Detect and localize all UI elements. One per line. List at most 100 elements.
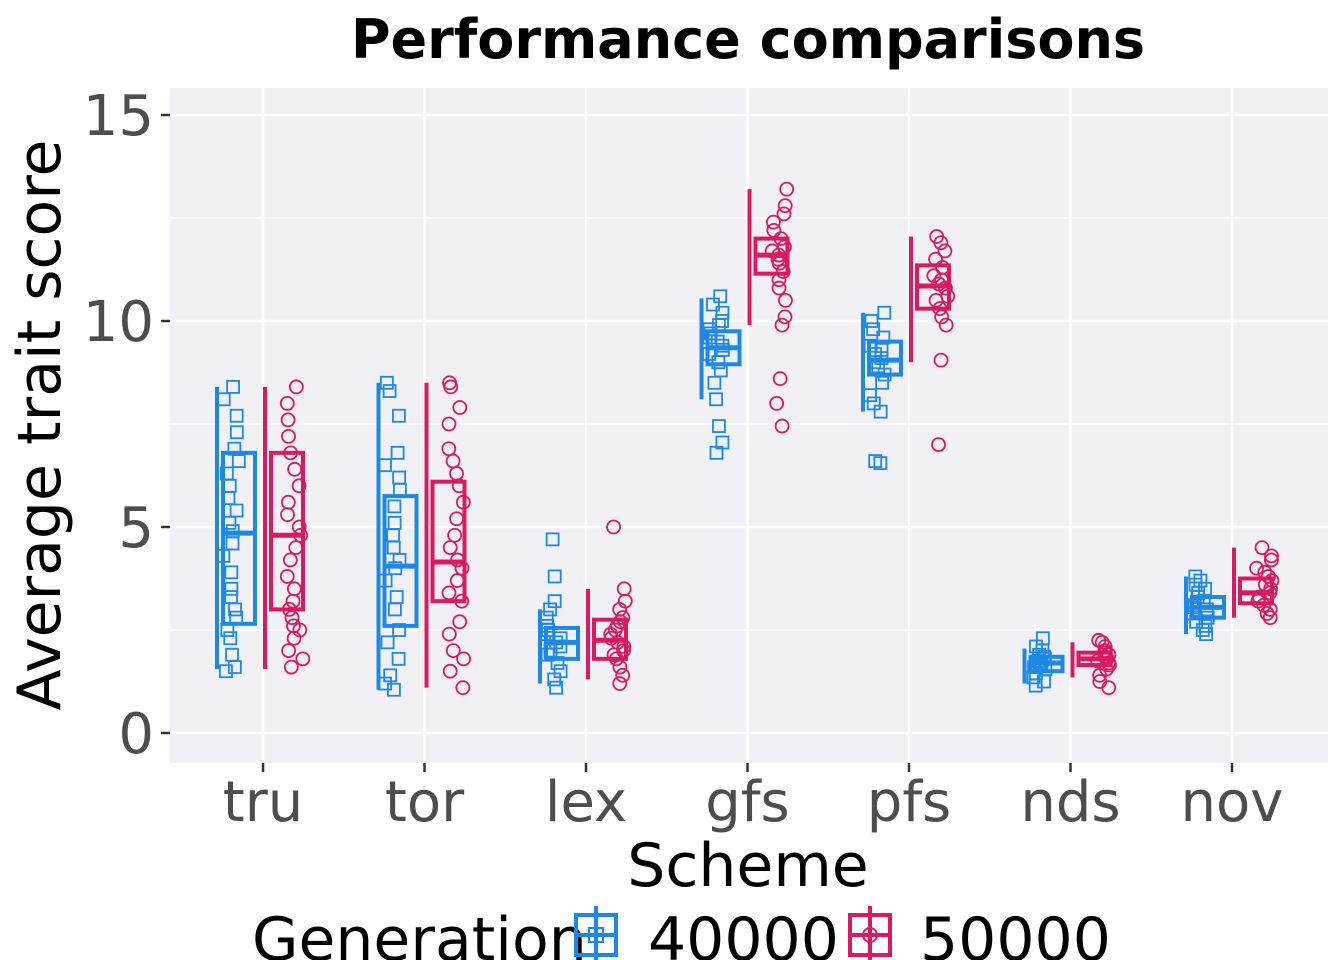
data-point: [612, 659, 628, 675]
data-point: [1090, 653, 1106, 669]
data-point: [288, 540, 304, 555]
data-point: [1199, 627, 1214, 642]
data-point: [291, 519, 307, 535]
data-point: [1188, 577, 1203, 592]
data-point: [772, 371, 788, 387]
data-point: [222, 515, 237, 530]
data-point: [1091, 632, 1107, 648]
data-point: [1101, 647, 1117, 663]
data-point: [549, 680, 564, 695]
data-point: [864, 314, 879, 328]
data-point: [283, 445, 299, 461]
box-body: [430, 479, 467, 604]
data-point: [216, 548, 231, 563]
data-point: [929, 229, 945, 244]
data-point: [550, 656, 565, 670]
data-point: [776, 206, 792, 222]
data-point: [224, 581, 239, 596]
data-point: [1262, 610, 1278, 626]
data-point: [229, 408, 244, 423]
data-point: [279, 395, 295, 411]
data-point: [777, 198, 793, 214]
data-point: [766, 222, 782, 238]
data-point: [778, 292, 793, 308]
data-point: [1257, 564, 1273, 580]
data-point: [703, 326, 718, 341]
data-point: [1249, 560, 1264, 576]
data-point: [1254, 540, 1270, 555]
data-point: [877, 305, 892, 320]
data-point: [933, 352, 949, 368]
x-tick-label: gfs: [705, 770, 789, 835]
chart-marks: [215, 181, 1280, 697]
data-point: [606, 519, 621, 535]
data-point: [226, 380, 240, 394]
data-point: [287, 461, 303, 477]
data-point: [1264, 548, 1279, 564]
data-point: [706, 297, 720, 312]
data-point: [450, 552, 465, 568]
data-point: [286, 618, 301, 634]
data-point: [454, 560, 470, 576]
data-point: [715, 435, 730, 450]
data-point: [777, 309, 793, 325]
data-point: [1198, 618, 1213, 633]
data-point: [441, 416, 457, 432]
data-point: [225, 647, 239, 662]
data-point: [549, 635, 564, 650]
legend-entry-label: 50000: [920, 905, 1111, 960]
data-point: [379, 375, 394, 390]
data-point: [382, 384, 397, 398]
data-point: [286, 581, 302, 597]
legend-title: Generation: [252, 905, 587, 960]
legend-key-40000: [574, 906, 618, 960]
x-tick-label: nov: [1181, 770, 1284, 835]
data-point: [378, 458, 392, 473]
data-point: [1198, 581, 1212, 596]
data-point: [937, 243, 953, 259]
data-point: [543, 602, 557, 617]
data-point: [867, 355, 882, 370]
data-point: [547, 594, 562, 609]
data-point: [219, 466, 234, 481]
data-point: [702, 330, 717, 345]
data-point: [447, 527, 463, 543]
data-point: [441, 585, 457, 601]
data-point: [387, 499, 402, 514]
data-point: [229, 425, 244, 440]
data-point: [392, 408, 406, 423]
data-point: [702, 347, 716, 361]
data-point: [1263, 552, 1279, 568]
data-point: [940, 288, 956, 304]
data-point: [449, 511, 465, 527]
data-point: [547, 569, 562, 584]
data-point: [771, 280, 787, 296]
data-point: [445, 643, 461, 658]
data-point: [281, 602, 297, 617]
data-point: [875, 375, 890, 390]
data-point: [876, 330, 891, 345]
data-point: [553, 664, 568, 679]
data-point: [442, 375, 457, 391]
data-point: [455, 494, 471, 510]
data-point: [553, 631, 568, 646]
data-point: [715, 305, 730, 320]
data-point: [378, 573, 393, 588]
data-point: [775, 264, 791, 279]
x-axis: tru tor lex gfs pfs nds nov: [223, 763, 1284, 835]
data-point: [383, 668, 398, 683]
data-point: [712, 419, 726, 433]
data-point: [293, 527, 309, 543]
data-point: [295, 651, 311, 667]
data-point: [615, 667, 631, 683]
data-point: [456, 651, 472, 667]
data-point: [540, 618, 555, 633]
data-point: [288, 379, 304, 395]
data-point: [934, 309, 950, 325]
data-point: [863, 388, 877, 403]
data-point: [866, 322, 881, 337]
data-point: [282, 552, 298, 568]
y-axis: 0 5 10 15: [83, 84, 170, 767]
data-point: [863, 338, 878, 353]
data-point: [615, 610, 631, 626]
